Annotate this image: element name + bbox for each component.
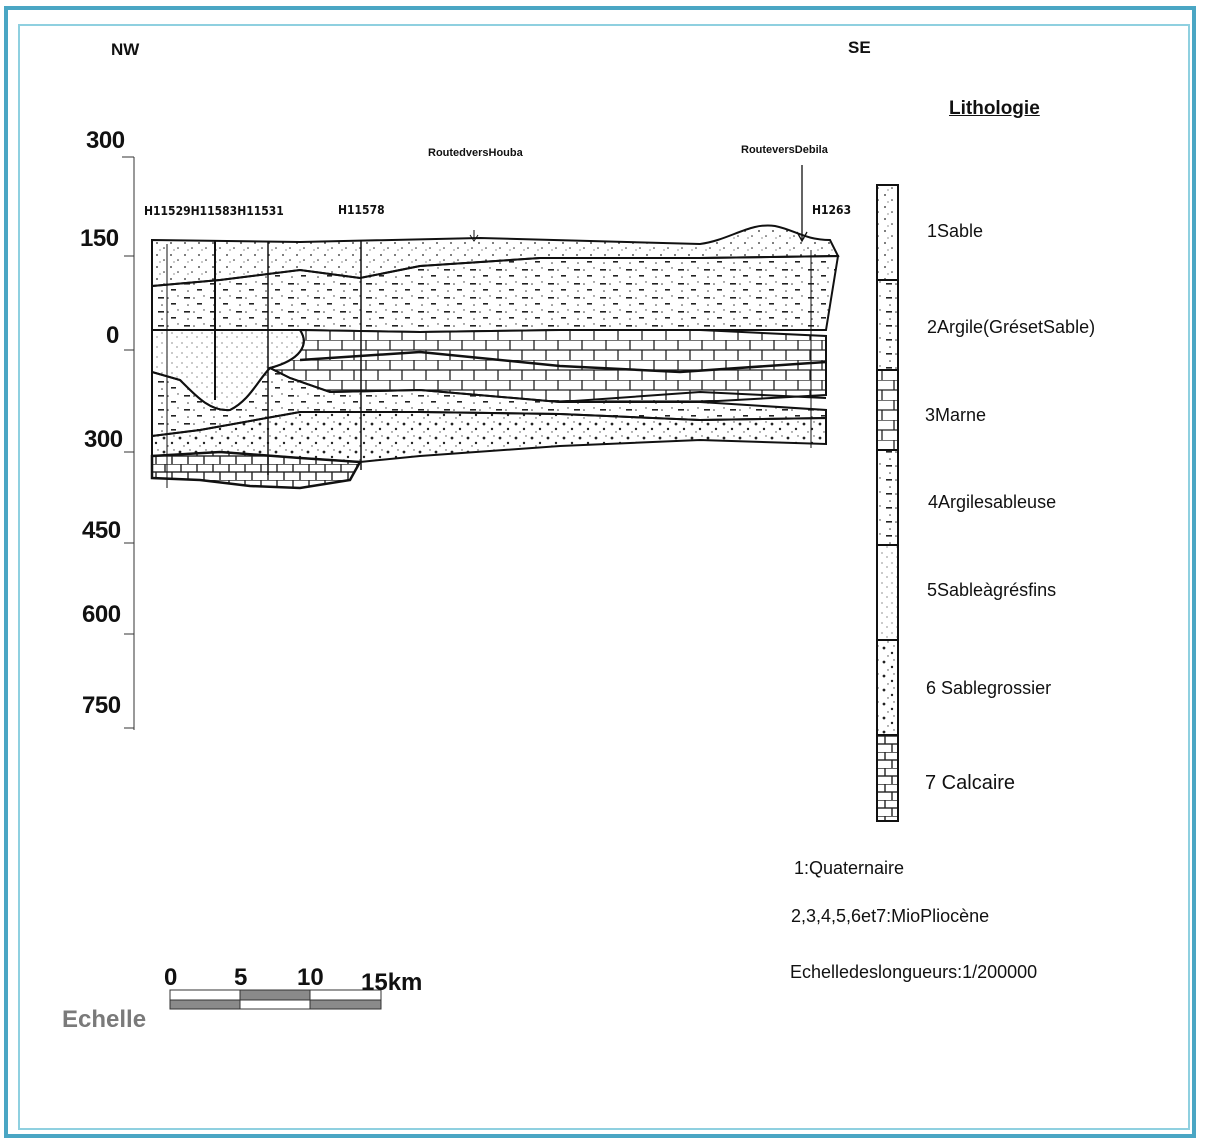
well-label: H1263 <box>812 203 852 217</box>
scale-tick: 15km <box>361 969 423 996</box>
lithology-column <box>876 184 899 822</box>
legend-item-sable-grossier: 6 Sablegrossier <box>926 678 1052 698</box>
legend-item-marne: 3Marne <box>925 405 987 425</box>
direction-se: SE <box>848 38 871 57</box>
legend-item-argile: 2Argile(GrésetSable) <box>927 317 1096 337</box>
depth-label: 750 <box>82 692 121 719</box>
length-scale-note: Echelledeslongueurs:1/200000 <box>790 962 1038 982</box>
geological-cross-section <box>150 165 840 490</box>
depth-axis <box>122 156 135 730</box>
direction-nw: NW <box>111 40 140 59</box>
scale-tick: 5 <box>234 964 248 991</box>
depth-label: 300 <box>86 127 125 154</box>
depth-label: 0 <box>106 322 119 349</box>
well-label: H11578 <box>338 203 385 217</box>
legend-item-sable-fins: 5Sableàgrésfins <box>927 580 1057 600</box>
scale-bar-title: Echelle <box>62 1006 147 1033</box>
depth-label: 450 <box>82 517 121 544</box>
well-label: H11529H11583H11531 <box>144 204 284 218</box>
road-label: RoutedversHouba <box>428 147 523 159</box>
scale-tick: 10 <box>297 964 324 991</box>
scale-tick: 0 <box>164 964 178 991</box>
legend-item-argilesableuse: 4Argilesableuse <box>928 492 1057 512</box>
legend-title: Lithologie <box>949 98 1040 119</box>
age-note-miopliocene: 2,3,4,5,6et7:MioPliocène <box>791 906 990 926</box>
layer-calcaire <box>150 450 363 490</box>
depth-label: 600 <box>82 601 121 628</box>
road-label: RouteversDebila <box>741 144 828 156</box>
age-note-quaternaire: 1:Quaternaire <box>794 858 905 878</box>
figure-inner-frame <box>18 24 1190 1130</box>
depth-label: 150 <box>80 225 119 252</box>
legend-item-sable: 1Sable <box>927 221 984 241</box>
legend-item-calcaire: 7 Calcaire <box>925 772 1016 794</box>
scale-bar <box>169 989 382 1010</box>
depth-label: 300 <box>84 426 123 453</box>
figure-frame <box>4 6 1196 1138</box>
